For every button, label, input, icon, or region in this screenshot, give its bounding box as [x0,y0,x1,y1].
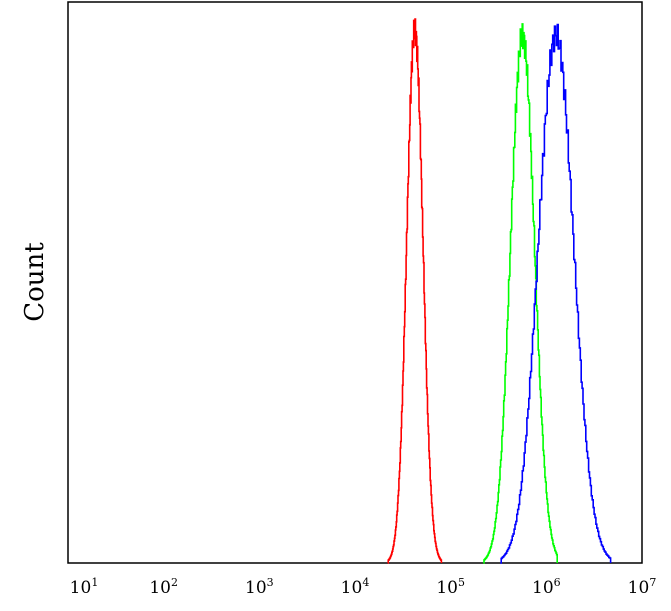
x-tick-label-10e7: 107 [628,576,657,598]
x-tick-label-10e3: 103 [245,576,274,598]
x-tick-label-10e6: 106 [532,576,561,598]
plot-frame [67,1,643,564]
x-axis-ticks: 101 102 103 104 105 106 107 [70,576,657,598]
series-layer [387,18,612,564]
series-line-2 [483,23,558,564]
x-tick-label-10e5: 105 [436,576,465,598]
x-tick-label-10e2: 102 [149,576,178,598]
x-tick-label-10e1: 101 [70,576,99,598]
y-axis-label: Count [20,242,50,322]
x-tick-label-10e4: 104 [341,576,370,598]
series-line-1 [387,18,443,564]
series-line-3 [500,23,612,564]
